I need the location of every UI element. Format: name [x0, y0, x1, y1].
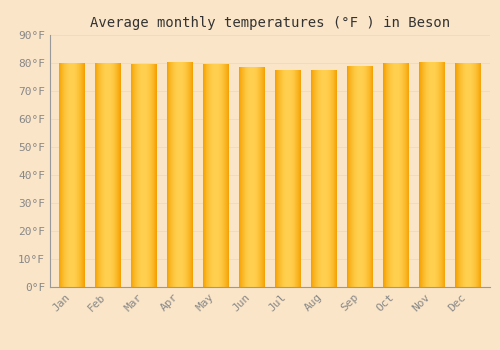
Title: Average monthly temperatures (°F ) in Beson: Average monthly temperatures (°F ) in Be…: [90, 16, 450, 30]
